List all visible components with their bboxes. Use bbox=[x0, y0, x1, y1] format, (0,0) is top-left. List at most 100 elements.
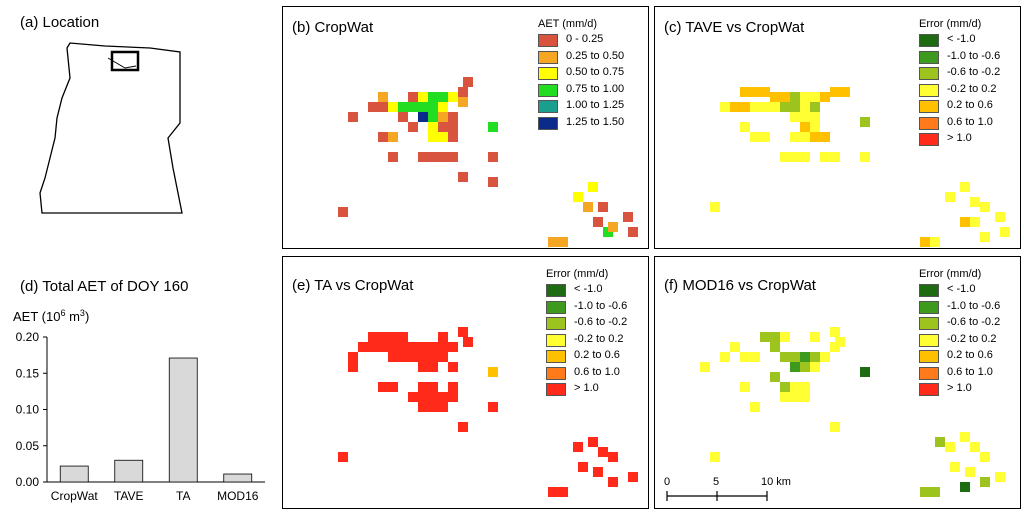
panel-f: (f) MOD16 vs CropWat Error (mm/d) < -1.0 -… bbox=[654, 256, 1021, 509]
legend-label: 0.50 to 0.75 bbox=[566, 66, 625, 78]
map-cell bbox=[790, 392, 800, 402]
map-cell bbox=[448, 392, 458, 402]
map-cell bbox=[790, 92, 800, 102]
map-cell bbox=[780, 382, 790, 392]
map-cell bbox=[860, 152, 870, 162]
map-cell bbox=[488, 402, 498, 412]
map-cell bbox=[398, 102, 408, 112]
map-cell bbox=[930, 487, 940, 497]
legend-swatch bbox=[919, 300, 939, 314]
legend-swatch bbox=[546, 383, 566, 396]
panel-a-title: (a) Location bbox=[20, 14, 100, 31]
legend-swatch bbox=[919, 366, 939, 380]
map-cell bbox=[388, 152, 398, 162]
map-cell bbox=[428, 102, 438, 112]
map-cell bbox=[608, 452, 618, 462]
map-cell bbox=[418, 392, 428, 402]
map-cell bbox=[1000, 227, 1010, 237]
map-cell bbox=[800, 102, 810, 112]
x-tick-label: MOD16 bbox=[217, 489, 259, 503]
map-cell bbox=[945, 192, 955, 202]
legend-swatch bbox=[919, 333, 939, 347]
legend-label: 0.2 to 0.6 bbox=[574, 349, 620, 361]
x-tick-label: TA bbox=[176, 489, 190, 503]
map-cell bbox=[388, 382, 398, 392]
map-cell bbox=[960, 482, 970, 492]
map-cell bbox=[820, 92, 830, 102]
map-cell bbox=[438, 112, 448, 122]
map-cell bbox=[368, 332, 378, 342]
map-cell bbox=[800, 112, 810, 122]
map-cell bbox=[740, 122, 750, 132]
legend-swatch bbox=[919, 116, 939, 130]
map-cell bbox=[750, 402, 760, 412]
location-map bbox=[39, 42, 183, 214]
map-cell bbox=[740, 382, 750, 392]
map-cell bbox=[448, 152, 458, 162]
map-cell bbox=[935, 437, 945, 447]
map-cell bbox=[800, 132, 810, 142]
legend-title: AET (mm/d) bbox=[538, 18, 598, 30]
legend-label: > 1.0 bbox=[947, 132, 972, 144]
map-cell bbox=[780, 352, 790, 362]
panel-c: (c) TAVE vs CropWat Error (mm/d) < -1.0 -1… bbox=[654, 6, 1021, 249]
y-axis-label: AET (106 m3) bbox=[13, 308, 89, 324]
legend-swatch bbox=[546, 366, 566, 380]
y-tick-label: 0.05 bbox=[16, 439, 40, 453]
legend-swatch bbox=[546, 350, 566, 363]
x-tick-label: CropWat bbox=[51, 489, 99, 503]
map-cell bbox=[428, 352, 438, 362]
legend-swatch bbox=[919, 133, 939, 146]
map-cell bbox=[438, 152, 448, 162]
map-cell bbox=[448, 92, 458, 102]
map-cell bbox=[428, 112, 438, 122]
map-cell bbox=[428, 132, 438, 142]
legend-label: > 1.0 bbox=[574, 382, 599, 394]
map-cell bbox=[960, 217, 970, 227]
map-cell bbox=[593, 467, 603, 477]
map-cell bbox=[628, 472, 638, 482]
map-cell bbox=[860, 117, 870, 127]
legend-swatch bbox=[538, 34, 558, 47]
map-cell bbox=[578, 462, 588, 472]
map-cell bbox=[428, 152, 438, 162]
map-cell bbox=[458, 172, 468, 182]
legend-label: < -1.0 bbox=[947, 283, 976, 295]
map-cell bbox=[603, 227, 613, 237]
map-cell bbox=[408, 392, 418, 402]
map-cell bbox=[810, 352, 820, 362]
map-cell bbox=[800, 392, 810, 402]
map-cell bbox=[810, 102, 820, 112]
map-cell bbox=[830, 422, 840, 432]
legend-swatch bbox=[546, 317, 566, 330]
map-cell bbox=[428, 122, 438, 132]
y-tick-label: 0.10 bbox=[16, 403, 40, 417]
map-cell bbox=[573, 192, 583, 202]
legend-swatch bbox=[919, 34, 939, 47]
map-cell bbox=[760, 132, 770, 142]
map-cell bbox=[820, 132, 830, 142]
scale-label-5: 5 bbox=[713, 476, 719, 488]
map-cell bbox=[348, 352, 358, 362]
map-cell bbox=[810, 362, 820, 372]
map-cell bbox=[338, 452, 348, 462]
map-cell bbox=[408, 92, 418, 102]
map-cell bbox=[438, 342, 448, 352]
panel-b: (b) CropWat AET (mm/d) 0 - 0.25 0.25 to 0.… bbox=[282, 6, 649, 249]
map-cell bbox=[750, 102, 760, 112]
map-cell bbox=[378, 132, 388, 142]
map-cell bbox=[760, 87, 770, 97]
bar-chart: AET (106 m3) 0.00 0.05 0.10 0.15 0.20 CropWat… bbox=[13, 308, 265, 503]
map-cell bbox=[790, 102, 800, 112]
map-cell bbox=[428, 392, 438, 402]
legend-swatch bbox=[546, 284, 566, 297]
map-cell bbox=[820, 152, 830, 162]
map-cell bbox=[388, 102, 398, 112]
map-cell bbox=[448, 122, 458, 132]
legend-title: Error (mm/d) bbox=[919, 268, 982, 280]
map-cell bbox=[760, 102, 770, 112]
legend-swatch bbox=[919, 50, 939, 64]
map-cell bbox=[428, 92, 438, 102]
bar-ta bbox=[168, 357, 198, 483]
legend-label: 0.75 to 1.00 bbox=[566, 82, 625, 95]
